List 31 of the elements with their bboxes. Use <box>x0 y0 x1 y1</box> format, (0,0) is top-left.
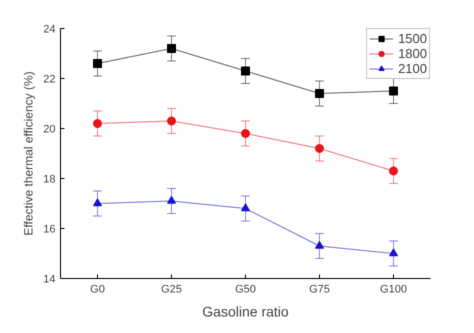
y-tick-label: 14 <box>43 274 56 286</box>
y-tick-label: 16 <box>43 224 56 236</box>
point <box>241 66 250 76</box>
y-tick-label: 22 <box>43 74 56 86</box>
point <box>315 144 324 153</box>
y-tick-label: 18 <box>43 174 56 186</box>
y-axis-title: Effective thermal efficiency (%) <box>21 71 36 236</box>
y-tick-label: 24 <box>43 24 56 36</box>
point <box>389 248 398 256</box>
x-tick-label: G75 <box>309 284 330 296</box>
point <box>93 59 102 68</box>
legend-label: 1800 <box>398 46 427 61</box>
point <box>167 116 176 126</box>
point <box>167 196 176 204</box>
x-tick-label: G0 <box>90 284 105 296</box>
point <box>389 166 398 176</box>
x-axis-title: Gasoline ratio <box>202 304 289 320</box>
x-tick-label: G50 <box>235 284 256 296</box>
point <box>389 86 398 96</box>
point <box>93 198 102 206</box>
point <box>167 44 176 53</box>
legend-label: 2100 <box>398 61 427 76</box>
point <box>315 89 324 98</box>
point <box>93 119 102 128</box>
point <box>315 240 324 249</box>
y-tick-label: 20 <box>43 124 56 136</box>
point <box>241 203 250 212</box>
legend-label: 1500 <box>398 31 427 46</box>
point <box>241 129 250 138</box>
x-tick-label: G100 <box>380 284 407 296</box>
x-tick-label: G25 <box>161 284 182 296</box>
